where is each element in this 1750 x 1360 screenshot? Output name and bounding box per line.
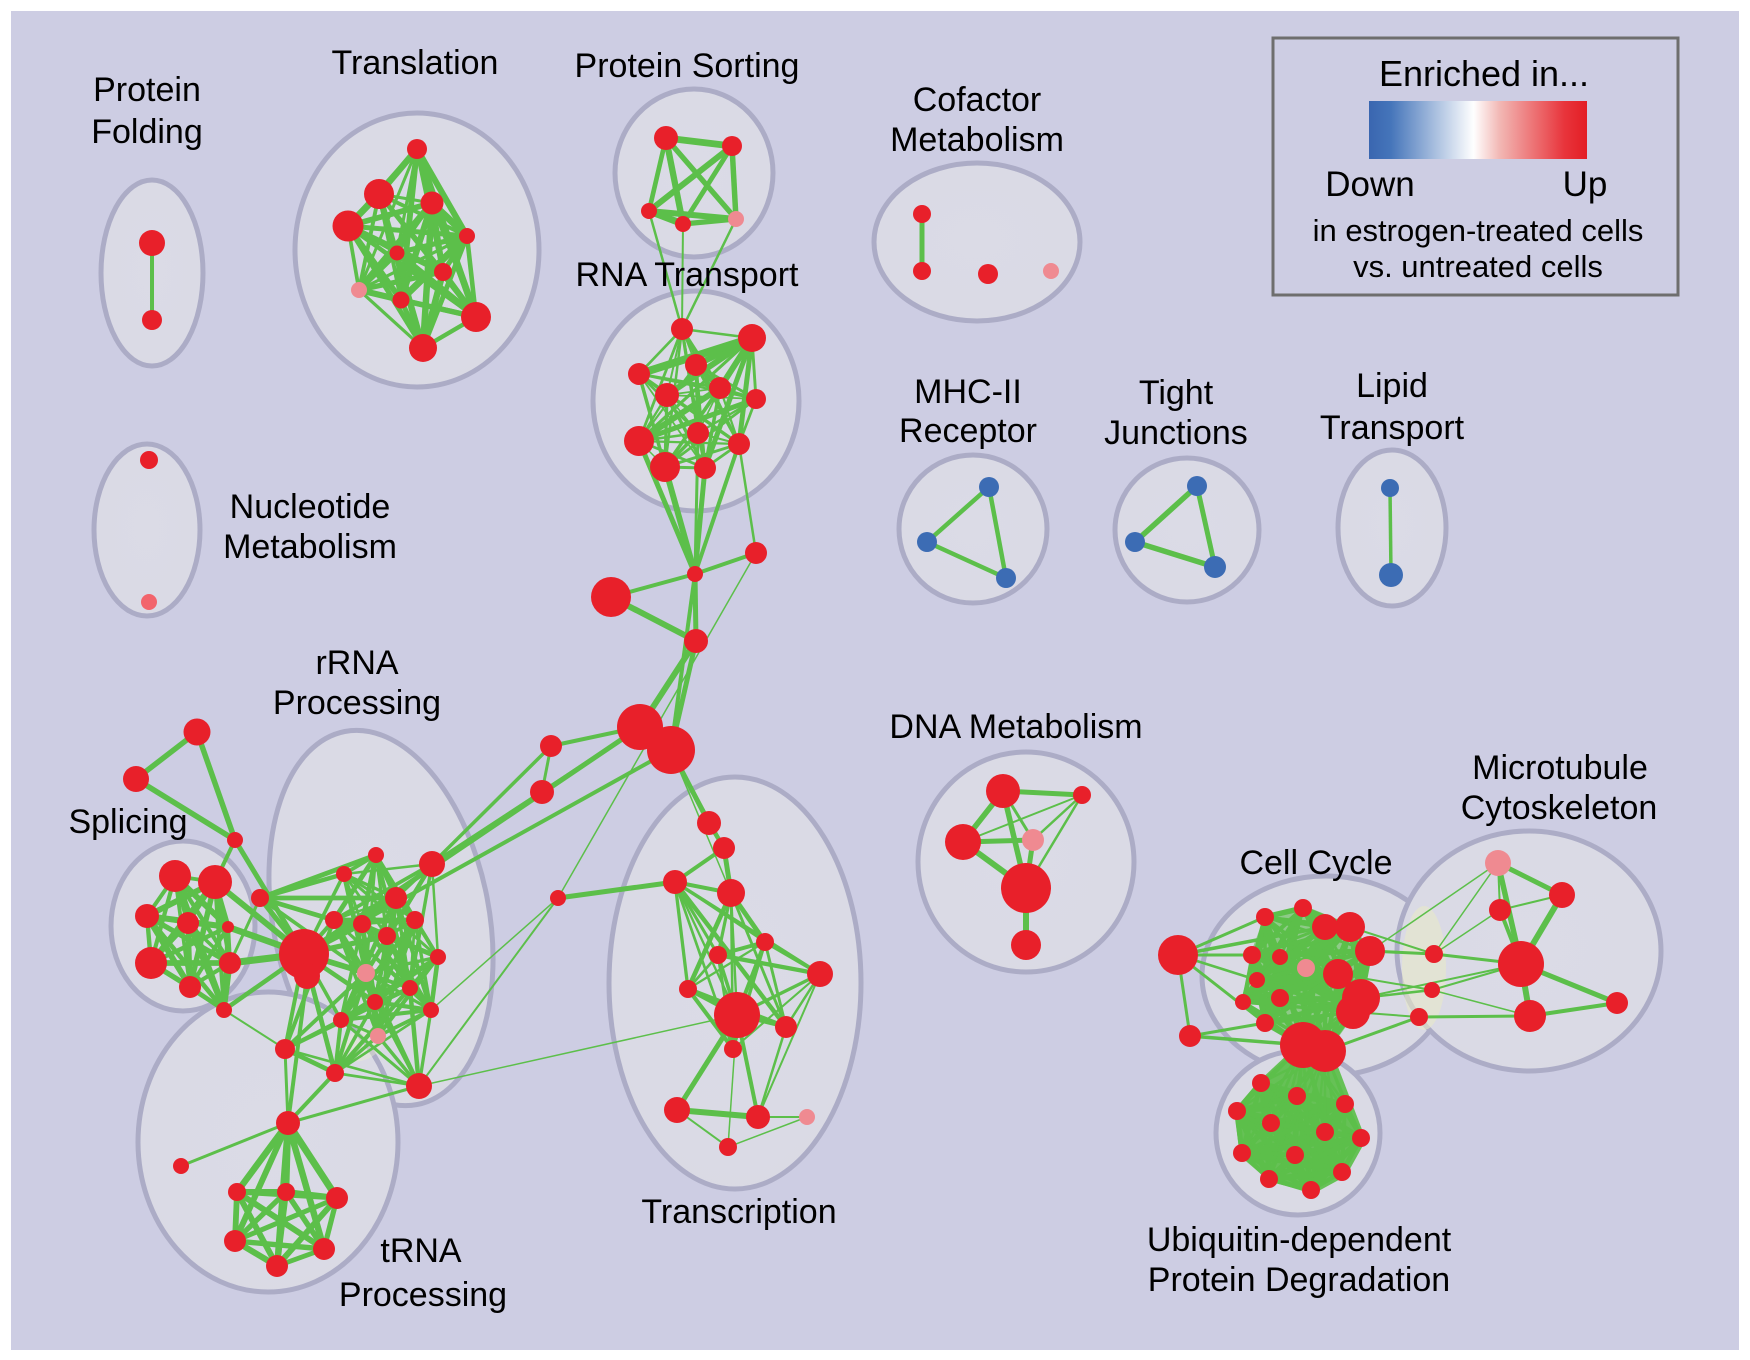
svg-text:Processing: Processing bbox=[339, 1276, 507, 1314]
svg-text:Protein Sorting: Protein Sorting bbox=[575, 47, 800, 85]
svg-text:Microtubule: Microtubule bbox=[1472, 749, 1648, 787]
svg-text:Translation: Translation bbox=[332, 44, 499, 82]
svg-text:Transport: Transport bbox=[1320, 409, 1465, 447]
svg-text:Up: Up bbox=[1563, 165, 1608, 204]
svg-text:Folding: Folding bbox=[91, 113, 203, 151]
svg-text:Transcription: Transcription bbox=[641, 1193, 836, 1231]
svg-text:Nucleotide: Nucleotide bbox=[230, 488, 391, 526]
svg-text:Junctions: Junctions bbox=[1104, 414, 1248, 452]
svg-text:Lipid: Lipid bbox=[1356, 367, 1428, 405]
svg-text:Cofactor: Cofactor bbox=[913, 81, 1042, 119]
svg-text:Tight: Tight bbox=[1139, 374, 1214, 412]
svg-text:Receptor: Receptor bbox=[899, 412, 1037, 450]
svg-text:in estrogen-treated cells: in estrogen-treated cells bbox=[1313, 213, 1644, 248]
svg-text:Metabolism: Metabolism bbox=[223, 528, 397, 566]
svg-text:Enriched in...: Enriched in... bbox=[1379, 53, 1589, 94]
svg-text:tRNA: tRNA bbox=[380, 1232, 462, 1270]
svg-text:Metabolism: Metabolism bbox=[890, 121, 1064, 159]
svg-text:RNA Transport: RNA Transport bbox=[576, 256, 800, 294]
svg-text:Cytoskeleton: Cytoskeleton bbox=[1461, 789, 1658, 827]
svg-text:Down: Down bbox=[1325, 165, 1414, 204]
svg-text:vs. untreated cells: vs. untreated cells bbox=[1353, 249, 1603, 284]
svg-text:Processing: Processing bbox=[273, 684, 441, 722]
svg-text:Splicing: Splicing bbox=[68, 803, 187, 841]
svg-text:Protein Degradation: Protein Degradation bbox=[1148, 1261, 1450, 1299]
svg-text:Ubiquitin-dependent: Ubiquitin-dependent bbox=[1147, 1221, 1452, 1259]
svg-text:rRNA: rRNA bbox=[315, 644, 398, 682]
svg-text:DNA Metabolism: DNA Metabolism bbox=[889, 708, 1142, 746]
svg-text:Protein: Protein bbox=[93, 71, 201, 109]
svg-text:MHC-II: MHC-II bbox=[914, 373, 1022, 411]
svg-text:Cell Cycle: Cell Cycle bbox=[1239, 844, 1392, 882]
